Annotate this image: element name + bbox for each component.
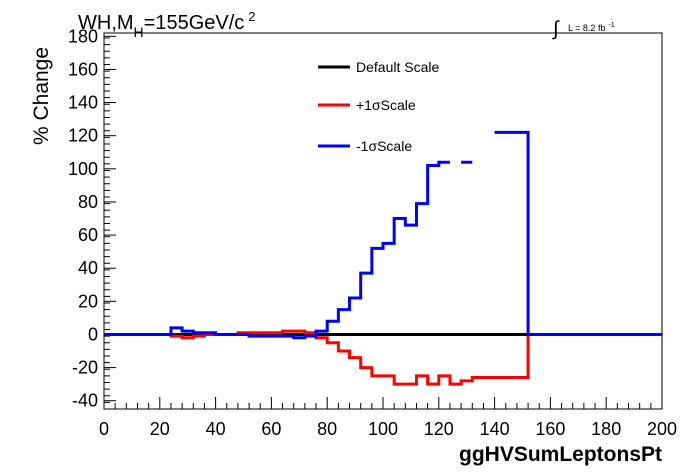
series-line-plus-1-sigma: [104, 329, 662, 386]
y-tick-label: 140: [68, 93, 98, 113]
x-tick-label: 140: [480, 419, 510, 439]
legend-label-plus: +1σScale: [356, 97, 416, 113]
y-axis-title: % Change: [30, 47, 53, 145]
x-tick-label: 180: [591, 419, 621, 439]
x-tick-label: 40: [206, 419, 226, 439]
x-tick-label: 60: [261, 419, 281, 439]
y-tick-label: 120: [68, 126, 98, 146]
legend: Default Scale +1σScale -1σScale: [318, 59, 439, 154]
x-tick-label: 100: [368, 419, 398, 439]
series-layer: [104, 130, 662, 386]
x-tick-label: 20: [150, 419, 170, 439]
chart-title-subscript: H: [134, 24, 144, 40]
x-axis-title: ggHVSumLeptonsPt: [459, 443, 662, 466]
chart-title-superscript: 2: [248, 9, 255, 24]
y-tick-label: 100: [68, 159, 98, 179]
series-line-minus-1-sigma: [104, 130, 662, 340]
x-tick-label: 160: [535, 419, 565, 439]
x-tick-label: 0: [99, 419, 109, 439]
lumi-text: L = 8.2 fb: [568, 23, 605, 33]
y-tick-label: 80: [78, 192, 98, 212]
y-tick-label: -40: [72, 391, 98, 411]
x-tick-label: 200: [647, 419, 677, 439]
x-axis-ticks: 0 20 40 60 80 100 120 140 160 180 200: [99, 397, 677, 439]
y-tick-label: 160: [68, 59, 98, 79]
x-tick-label: 120: [424, 419, 454, 439]
legend-label-default: Default Scale: [356, 59, 439, 75]
legend-label-minus: -1σScale: [356, 138, 412, 154]
y-tick-label: 20: [78, 291, 98, 311]
chart-title-main: WH,M: [78, 12, 134, 34]
x-tick-label: 80: [317, 419, 337, 439]
y-tick-label: 60: [78, 225, 98, 245]
y-tick-label: 180: [68, 26, 98, 46]
y-axis-ticks: -40 -20 0 20 40 60 80 100 120 140 160 180: [68, 26, 116, 411]
y-tick-label: -20: [72, 358, 98, 378]
plot-frame: [103, 32, 663, 410]
chart-title-rest: =155GeV/c: [144, 12, 245, 34]
lumi-superscript: -1: [608, 22, 614, 29]
chart-title: WH,MH=155GeV/c 2: [78, 9, 256, 40]
y-tick-label: 0: [88, 324, 98, 344]
lumi-integral-sign: ∫: [552, 18, 560, 40]
lumi-label: L = 8.2 fb -1: [568, 22, 615, 33]
y-tick-label: 40: [78, 258, 98, 278]
